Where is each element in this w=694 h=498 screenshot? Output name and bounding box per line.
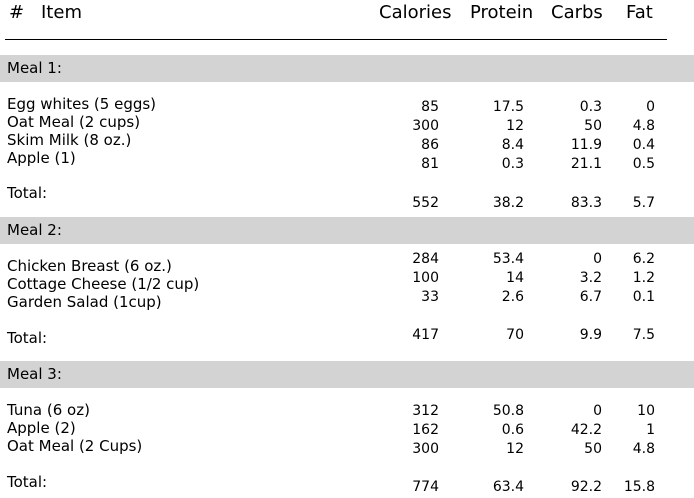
- fat-value: 4.8: [632, 441, 655, 457]
- protein-value: 17.5: [492, 99, 524, 115]
- protein-value: 8.4: [501, 137, 524, 153]
- meal-3-carbs: 0 42.2 50: [571, 402, 602, 459]
- carbs-value: 50: [584, 118, 602, 134]
- meal-2-header: Meal 2:: [0, 217, 694, 244]
- protein-value: 50.8: [492, 403, 524, 419]
- protein-value: 14: [506, 270, 524, 286]
- fat-value: 0.1: [632, 289, 655, 305]
- meal-3-total-fat: 15.8: [623, 479, 655, 495]
- calories-value: 100: [412, 270, 439, 286]
- meal-2-protein: 53.4 14 2.6: [493, 250, 524, 307]
- header-fat: Fat: [626, 2, 653, 23]
- meal-3-calories: 312 162 300: [412, 402, 439, 459]
- calories-value: 85: [421, 99, 439, 115]
- carbs-value: 0.3: [579, 99, 602, 115]
- meal-2-total-carbs: 9.9: [579, 327, 602, 343]
- fat-value: 4.8: [632, 118, 655, 134]
- meal-2-calories: 284 100 33: [412, 250, 439, 307]
- meal-1-total-label: Total:: [7, 184, 48, 202]
- carbs-value: 0: [593, 403, 602, 419]
- protein-value: 0.6: [501, 422, 524, 438]
- protein-value: 0.3: [501, 156, 524, 172]
- food-item: Garden Salad (1cup): [7, 293, 162, 311]
- meal-2-total-calories: 417: [412, 327, 439, 343]
- calories-value: 81: [421, 156, 439, 172]
- meal-3-title: Meal 3:: [7, 365, 62, 383]
- meal-1-protein: 17.5 12 8.4 0.3: [493, 98, 524, 174]
- food-item: Oat Meal (2 cups): [7, 113, 141, 131]
- header-calories: Calories: [379, 2, 452, 23]
- carbs-value: 21.1: [570, 156, 602, 172]
- food-item: Apple (1): [7, 149, 76, 167]
- meal-2-carbs: 0 3.2 6.7: [580, 250, 602, 307]
- calories-value: 284: [412, 251, 439, 267]
- carbs-value: 6.7: [579, 289, 602, 305]
- carbs-value: 50: [584, 441, 602, 457]
- calories-value: 33: [421, 289, 439, 305]
- meal-3-items: Tuna (6 oz) Apple (2) Oat Meal (2 Cups): [7, 401, 142, 455]
- meal-1-header: Meal 1:: [0, 55, 694, 82]
- protein-value: 2.6: [501, 289, 524, 305]
- fat-value: 1.2: [632, 270, 655, 286]
- meal-1-items: Egg whites (5 eggs) Oat Meal (2 cups) Sk…: [7, 95, 156, 167]
- meal-2-items: Chicken Breast (6 oz.) Cottage Cheese (1…: [7, 257, 199, 311]
- fat-value: 6.2: [632, 251, 655, 267]
- meal-1-total-protein: 38.2: [492, 195, 524, 211]
- food-item: Oat Meal (2 Cups): [7, 437, 143, 455]
- meal-2-fat: 6.2 1.2 0.1: [633, 250, 655, 307]
- fat-value: 1: [646, 422, 655, 438]
- food-item: Skim Milk (8 oz.): [7, 131, 132, 149]
- header-hash: #: [9, 2, 25, 23]
- meal-1-total-calories: 552: [412, 195, 439, 211]
- fat-value: 10: [637, 403, 655, 419]
- food-item: Chicken Breast (6 oz.): [7, 257, 172, 275]
- meal-2-total-label: Total:: [7, 329, 48, 347]
- protein-value: 12: [506, 118, 524, 134]
- meal-3-header: Meal 3:: [0, 361, 694, 388]
- food-item: Cottage Cheese (1/2 cup): [7, 275, 200, 293]
- calories-value: 312: [412, 403, 439, 419]
- meal-3-total-protein: 63.4: [492, 479, 524, 495]
- fat-value: 0: [646, 99, 655, 115]
- carbs-value: 42.2: [570, 422, 602, 438]
- fat-value: 0.4: [632, 137, 655, 153]
- header-protein: Protein: [470, 2, 534, 23]
- carbs-value: 11.9: [570, 137, 602, 153]
- carbs-value: 0: [593, 251, 602, 267]
- meal-1-total-carbs: 83.3: [570, 195, 602, 211]
- calories-value: 86: [421, 137, 439, 153]
- protein-value: 12: [506, 441, 524, 457]
- protein-value: 53.4: [492, 251, 524, 267]
- food-item: Apple (2): [7, 419, 76, 437]
- fat-value: 0.5: [632, 156, 655, 172]
- meal-1-title: Meal 1:: [7, 59, 62, 77]
- meal-1-total-fat: 5.7: [632, 195, 655, 211]
- meal-2-total-protein: 70: [506, 327, 524, 343]
- food-item: Tuna (6 oz): [7, 401, 90, 419]
- meal-2-title: Meal 2:: [7, 221, 62, 239]
- calories-value: 300: [412, 441, 439, 457]
- carbs-value: 3.2: [579, 270, 602, 286]
- header-item: Item: [41, 2, 82, 23]
- calories-value: 162: [412, 422, 439, 438]
- meal-1-calories: 85 300 86 81: [412, 98, 439, 174]
- meal-3-fat: 10 1 4.8: [633, 402, 655, 459]
- meal-2-total-fat: 7.5: [632, 327, 655, 343]
- meal-1-carbs: 0.3 50 11.9 21.1: [571, 98, 602, 174]
- food-item: Egg whites (5 eggs): [7, 95, 157, 113]
- meal-1-fat: 0 4.8 0.4 0.5: [633, 98, 655, 174]
- header-divider: [5, 39, 667, 40]
- meal-3-total-carbs: 92.2: [570, 479, 602, 495]
- calories-value: 300: [412, 118, 439, 134]
- meal-3-total-calories: 774: [412, 479, 439, 495]
- meal-3-total-label: Total:: [7, 473, 48, 491]
- header-carbs: Carbs: [551, 2, 603, 23]
- meal-3-protein: 50.8 0.6 12: [493, 402, 524, 459]
